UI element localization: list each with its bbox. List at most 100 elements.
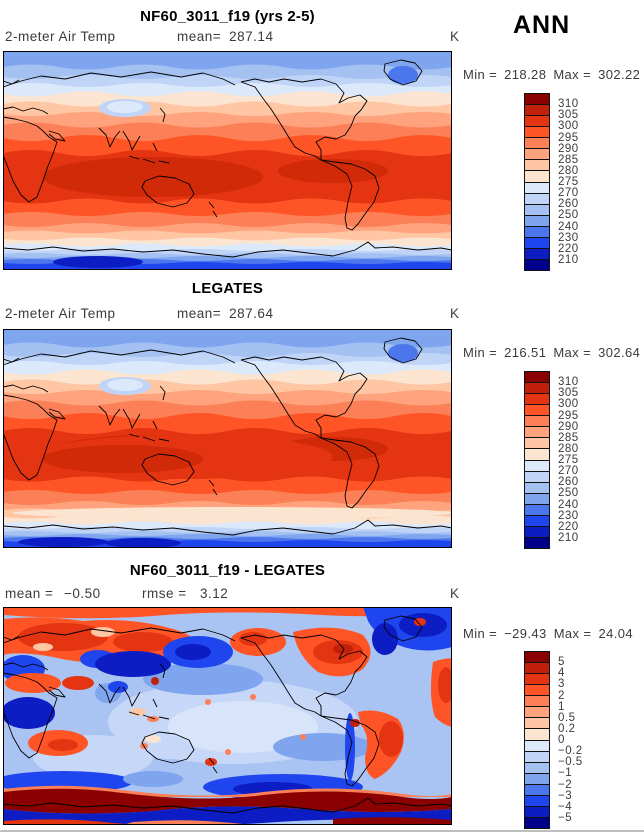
colorbar-cell (525, 127, 549, 139)
colorbar-cell (525, 237, 549, 249)
temperature-colorbar: 310 305 300 295 290 285 280 275 270 260 250 240 230 2… (524, 371, 619, 549)
colorbar-tick-label: 0.5 (558, 711, 576, 724)
colorbar-tick-label: 2 (558, 689, 565, 702)
colorbar-labels: 310 305 300 295 290 285 280 275 270 260 250 240 230 2… (558, 93, 613, 271)
min-label: Min = (463, 345, 498, 360)
panel-title: LEGATES (191, 280, 264, 297)
colorbar-cell (525, 740, 549, 752)
variable-label: 2-meter Air Temp (5, 29, 116, 44)
colorbar-swatches (524, 371, 550, 549)
colorbar-cell (525, 795, 549, 807)
difference-map (3, 607, 452, 825)
colorbar-tick-label: 240 (558, 498, 579, 511)
colorbar-tick-label: 240 (558, 220, 579, 233)
units-label: K (450, 29, 460, 44)
colorbar-tick-label: 270 (558, 187, 579, 200)
colorbar-tick-label: 275 (558, 176, 579, 188)
model-temperature-map (3, 51, 452, 270)
mean-value: 287.14 (229, 29, 274, 44)
colorbar-tick-label: 5 (558, 656, 565, 669)
colorbar-cell (525, 784, 549, 796)
colorbar-tick-label: 260 (558, 476, 579, 489)
colorbar-cell (525, 182, 549, 194)
colorbar-cell (525, 817, 549, 828)
bottom-divider (0, 830, 644, 832)
colorbar-tick-label: −0.2 (558, 745, 583, 758)
colorbar-tick-label: 305 (558, 109, 579, 122)
panel-title: NF60_3011_f19 - LEGATES (129, 562, 326, 579)
colorbar-tick-label: −0.5 (558, 756, 583, 769)
colorbar-cell (525, 537, 549, 548)
colorbar-cell (525, 526, 549, 538)
max-label: Max = (553, 345, 592, 360)
difference-colorbar: 5 4 3 2 1 0.5 0.2 0 −0.2 −0.5 −1 −2 −3 −4 −5 (524, 651, 619, 829)
mean-label: mean = (5, 586, 54, 601)
colorbar-cell (525, 718, 549, 730)
colorbar-cell (525, 394, 549, 406)
colorbar-tick-label: 295 (558, 131, 579, 144)
temperature-colorbar: 310 305 300 295 290 285 280 275 270 260 250 240 230 2… (524, 93, 619, 271)
colorbar-tick-label: −3 (558, 789, 573, 802)
colorbar-tick-label: 260 (558, 198, 579, 211)
colorbar-cell (525, 248, 549, 260)
units-label: K (450, 586, 460, 601)
units-label: K (450, 306, 460, 321)
colorbar-cell (525, 427, 549, 439)
min-value: 216.51 (504, 345, 547, 360)
colorbar-tick-label: 230 (558, 231, 579, 244)
max-label: Max = (553, 626, 592, 641)
colorbar-tick-label: 290 (558, 420, 579, 433)
colorbar-cell (525, 729, 549, 741)
colorbar-cell (525, 259, 549, 270)
colorbar-cell (525, 773, 549, 785)
colorbar-tick-label: 275 (558, 454, 579, 466)
colorbar-tick-label: 220 (558, 520, 579, 533)
colorbar-tick-label: 295 (558, 409, 579, 422)
colorbar-tick-label: 285 (558, 153, 579, 166)
colorbar-cell (525, 460, 549, 472)
colorbar-tick-label: 250 (558, 487, 579, 500)
colorbar-tick-label: 210 (558, 531, 579, 544)
colorbar-tick-label: 4 (558, 667, 565, 680)
colorbar-cell (525, 493, 549, 505)
colorbar-cell (525, 449, 549, 461)
colorbar-tick-label: 250 (558, 209, 579, 222)
colorbar-cell (525, 751, 549, 763)
colorbar-cell (525, 405, 549, 417)
obs-temperature-map (3, 329, 452, 548)
colorbar-cell (525, 663, 549, 675)
minmax-readout: Min = 218.28 Max = 302.22 (463, 67, 640, 82)
max-value: 302.22 (598, 67, 641, 82)
colorbar-swatches (524, 651, 550, 829)
colorbar-tick-label: 280 (558, 164, 579, 177)
colorbar-cell (525, 138, 549, 150)
colorbar-cell (525, 438, 549, 450)
mean-stat: mean= 287.14 (177, 29, 273, 44)
colorbar-labels: 5 4 3 2 1 0.5 0.2 0 −0.2 −0.5 −1 −2 −3 −4 −5 (558, 651, 613, 829)
colorbar-tick-label: −5 (558, 811, 573, 824)
colorbar-cell (525, 149, 549, 161)
mean-label: mean= (177, 29, 222, 44)
mean-value: 287.64 (229, 306, 274, 321)
colorbar-cell (525, 372, 549, 384)
colorbar-cell (525, 160, 549, 172)
max-value: 24.04 (598, 626, 633, 641)
colorbar-tick-label: 310 (558, 376, 579, 389)
colorbar-cell (525, 471, 549, 483)
colorbar-cell (525, 416, 549, 428)
colorbar-cell (525, 94, 549, 106)
colorbar-cell (525, 482, 549, 494)
panel-title: NF60_3011_f19 (yrs 2-5) (140, 8, 315, 25)
colorbar-tick-label: 270 (558, 465, 579, 478)
minmax-readout: Min = −29.43 Max = 24.04 (463, 626, 633, 641)
colorbar-tick-label: 290 (558, 142, 579, 155)
colorbar-cell (525, 383, 549, 395)
colorbar-tick-label: 0 (558, 734, 565, 746)
colorbar-tick-label: 0.2 (558, 722, 576, 735)
colorbar-cell (525, 504, 549, 516)
colorbar-tick-label: −1 (558, 767, 573, 780)
colorbar-cell (525, 204, 549, 216)
